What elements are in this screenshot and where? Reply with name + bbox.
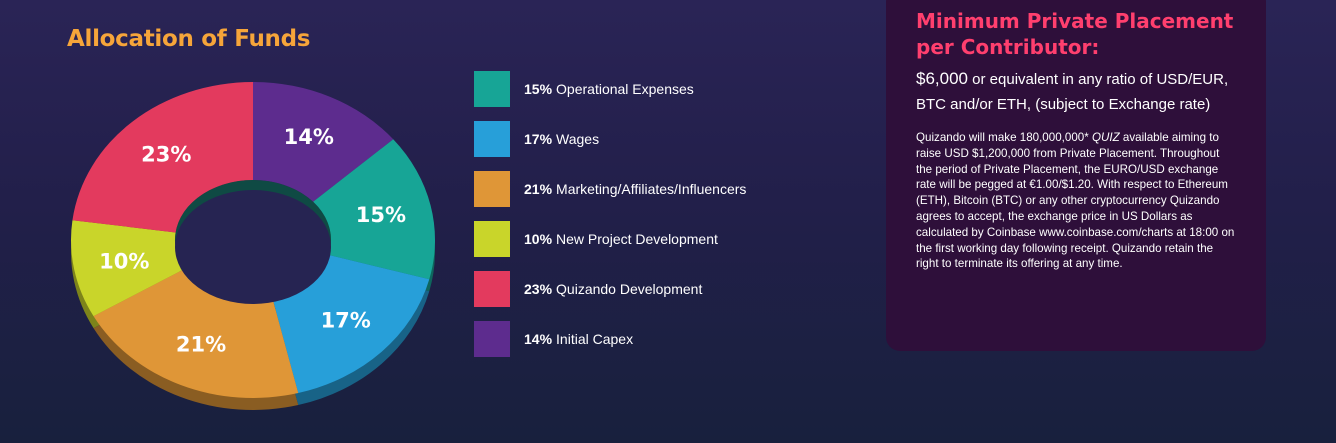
legend-swatch bbox=[474, 321, 510, 357]
slice-label: 14% bbox=[284, 125, 334, 149]
slice-label: 10% bbox=[99, 249, 149, 273]
slice bbox=[253, 82, 394, 202]
donut-hole bbox=[175, 190, 331, 304]
legend-swatch bbox=[474, 121, 510, 157]
lead-text: BTC and/or ETH, (subject to Exchange rat… bbox=[916, 96, 1211, 113]
legend-label: 23% Quizando Development bbox=[524, 281, 702, 297]
legend-label: 10% New Project Development bbox=[524, 231, 718, 247]
legend-item: 15% Operational Expenses bbox=[474, 71, 746, 107]
panel-heading-line: per Contributor: bbox=[916, 35, 1100, 59]
legend-percent: 15% bbox=[524, 81, 553, 97]
legend-percent: 10% bbox=[524, 231, 553, 247]
legend-category: Wages bbox=[556, 131, 600, 147]
legend-category: New Project Development bbox=[556, 231, 718, 247]
slice bbox=[72, 82, 254, 233]
legend-swatch bbox=[474, 171, 510, 207]
slice-label: 21% bbox=[176, 332, 226, 356]
legend-label: 17% Wages bbox=[524, 131, 599, 147]
chart-legend: 15% Operational Expenses 17% Wages 21% Mark… bbox=[474, 71, 746, 371]
legend-item: 14% Initial Capex bbox=[474, 321, 746, 357]
slice bbox=[313, 139, 435, 280]
slice-label: 23% bbox=[141, 143, 191, 167]
legend-label: 14% Initial Capex bbox=[524, 331, 633, 347]
legend-item: 10% New Project Development bbox=[474, 221, 746, 257]
legend-percent: 23% bbox=[524, 281, 553, 297]
legend-item: 21% Marketing/Affiliates/Influencers bbox=[474, 171, 746, 207]
slice-label: 17% bbox=[321, 308, 371, 332]
token-name: QUIZ bbox=[1091, 131, 1120, 144]
legend-label: 21% Marketing/Affiliates/Influencers bbox=[524, 181, 746, 197]
minimum-amount: $6,000 bbox=[916, 69, 968, 88]
legend-category: Operational Expenses bbox=[556, 81, 694, 97]
slice bbox=[272, 254, 430, 394]
legend-item: 17% Wages bbox=[474, 121, 746, 157]
legend-swatch bbox=[474, 271, 510, 307]
legend-swatch bbox=[474, 71, 510, 107]
legend-item: 23% Quizando Development bbox=[474, 271, 746, 307]
chart-title: Allocation of Funds bbox=[67, 26, 311, 52]
legend-swatch bbox=[474, 221, 510, 257]
panel-body-text: Quizando will make 180,000,000* QUIZ ava… bbox=[916, 131, 1235, 271]
legend-percent: 17% bbox=[524, 131, 553, 147]
legend-percent: 21% bbox=[524, 181, 553, 197]
panel-heading-line: Minimum Private Placement bbox=[916, 9, 1234, 33]
legend-category: Initial Capex bbox=[556, 331, 634, 347]
panel-lead: $6,000 or equivalent in any ratio of USD… bbox=[916, 66, 1238, 117]
donut-chart: 14% 15% 17% 21% 10% 23% bbox=[71, 82, 435, 411]
legend-category: Marketing/Affiliates/Influencers bbox=[556, 181, 747, 197]
panel-heading: Minimum Private Placement per Contributo… bbox=[916, 8, 1238, 60]
slice-label: 15% bbox=[356, 203, 406, 227]
legend-category: Quizando Development bbox=[556, 281, 703, 297]
legend-label: 15% Operational Expenses bbox=[524, 81, 694, 97]
private-placement-panel: Minimum Private Placement per Contributo… bbox=[886, 0, 1266, 351]
legend-percent: 14% bbox=[524, 331, 553, 347]
slice bbox=[71, 220, 185, 317]
lead-text: or equivalent in any ratio of USD/EUR, bbox=[968, 71, 1229, 88]
